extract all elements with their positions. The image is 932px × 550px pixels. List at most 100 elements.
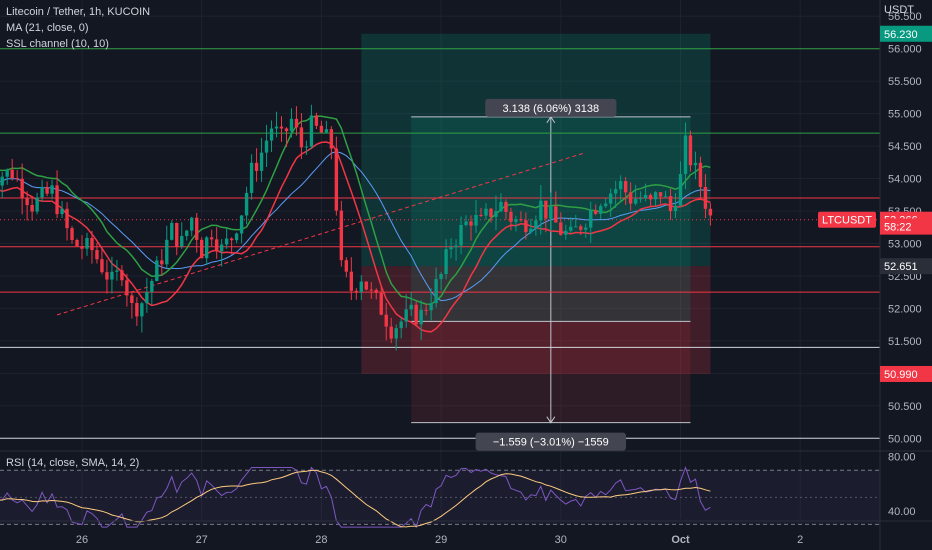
candle-body — [628, 192, 633, 204]
candle-body — [359, 281, 363, 292]
candle-body — [623, 181, 628, 193]
symbol-title[interactable]: Litecoin / Tether, 1h, KUCOIN — [6, 6, 151, 18]
candle-body — [424, 309, 428, 311]
candle-body — [419, 309, 423, 325]
candle-body — [145, 292, 149, 304]
price-axis-label: 58:22 — [884, 222, 912, 234]
y-tick-label: 55.000 — [888, 109, 922, 121]
candle-body — [613, 189, 618, 194]
candle-body — [374, 289, 378, 293]
rsi-tick-label: 40.00 — [888, 506, 916, 518]
y-tick-label: 54.000 — [888, 174, 922, 186]
candle-body — [369, 289, 373, 291]
candle-body — [309, 115, 314, 147]
candle-body — [549, 206, 553, 219]
candle-body — [40, 186, 44, 198]
candle-body — [214, 239, 219, 252]
measure-up-label: 3.138 (6.06%) 3138 — [503, 103, 600, 115]
candle-body — [175, 222, 179, 247]
measure-label-bg — [485, 98, 617, 117]
candle-body — [564, 230, 568, 235]
candle-body — [673, 205, 678, 212]
candle-body — [180, 235, 184, 247]
candle-body — [125, 280, 129, 296]
candle-body — [319, 125, 324, 133]
y-tick-label: 51.500 — [888, 336, 922, 348]
candle-body — [5, 169, 9, 177]
candle-body — [394, 328, 398, 339]
candle-body — [399, 321, 403, 329]
ssl-up-line — [0, 115, 711, 306]
ma-indicator-label[interactable]: MA (21, close, 0) — [6, 22, 89, 34]
x-tick-label: 30 — [555, 534, 567, 546]
candle-body — [120, 270, 124, 281]
candle-body — [80, 246, 84, 249]
y-tick-label: 54.500 — [888, 141, 922, 153]
candle-body — [569, 226, 573, 231]
candle-body — [349, 271, 354, 291]
candle-body — [289, 118, 294, 132]
y-tick-label: 53.000 — [888, 238, 922, 250]
candle-body — [379, 292, 383, 315]
candle-body — [344, 260, 349, 272]
candle-body — [65, 208, 69, 229]
candle-body — [663, 196, 668, 198]
candle-body — [185, 230, 189, 236]
candle-body — [449, 247, 453, 250]
measure-down-label: −1.559 (−3.01%) −1559 — [493, 437, 609, 449]
ssl-indicator-label[interactable]: SSL channel (10, 10) — [6, 38, 109, 50]
candle-body — [284, 128, 289, 132]
candle-body — [559, 222, 563, 235]
candle-body — [599, 206, 603, 214]
candle-body — [474, 214, 478, 226]
candle-body — [30, 205, 34, 212]
candle-body — [414, 304, 418, 325]
candle-body — [155, 260, 159, 281]
candle-body — [489, 208, 493, 217]
candle-body — [170, 222, 174, 240]
candle-body — [509, 211, 513, 222]
price-label-bg — [880, 258, 932, 275]
candle-body — [294, 118, 299, 128]
candle-body — [90, 238, 94, 251]
measure-label-bg — [475, 432, 627, 451]
candle-body — [519, 219, 523, 221]
candle-body — [239, 215, 244, 234]
candle-body — [589, 210, 593, 228]
candle-body — [539, 200, 543, 221]
candle-body — [209, 237, 214, 240]
candle-body — [464, 221, 468, 225]
candle-body — [708, 208, 713, 216]
candle-body — [249, 162, 254, 193]
legend: Litecoin / Tether, 1h, KUCOIN MA (21, cl… — [6, 4, 150, 52]
candle-body — [603, 203, 608, 207]
candle-body — [574, 226, 578, 228]
rsi-indicator-label[interactable]: RSI (14, close, SMA, 14, 2) — [6, 457, 140, 469]
candle-body — [299, 127, 304, 148]
candle-body — [334, 148, 339, 211]
x-tick-label: 2 — [797, 534, 803, 546]
candle-body — [85, 238, 89, 249]
candle-body — [668, 196, 673, 212]
candle-body — [304, 146, 309, 148]
candle-body — [534, 220, 538, 229]
x-tick-label: 28 — [315, 534, 327, 546]
candle-body — [190, 217, 194, 231]
candle-body — [165, 239, 169, 265]
candle-body — [584, 227, 588, 230]
candle-body — [115, 270, 119, 272]
candle-body — [135, 303, 139, 317]
y-tick-label: 52.000 — [888, 303, 922, 315]
candle-body — [688, 135, 693, 166]
y-tick-label: 56.500 — [888, 11, 922, 23]
candle-body — [105, 272, 109, 280]
x-tick-label: 27 — [196, 534, 208, 546]
candle-body — [648, 194, 653, 200]
y-tick-label: 50.500 — [888, 401, 922, 413]
price-label-bg — [880, 365, 932, 382]
candle-body — [254, 162, 259, 171]
currency-label[interactable]: USDT — [884, 4, 914, 16]
candle-body — [653, 192, 658, 200]
